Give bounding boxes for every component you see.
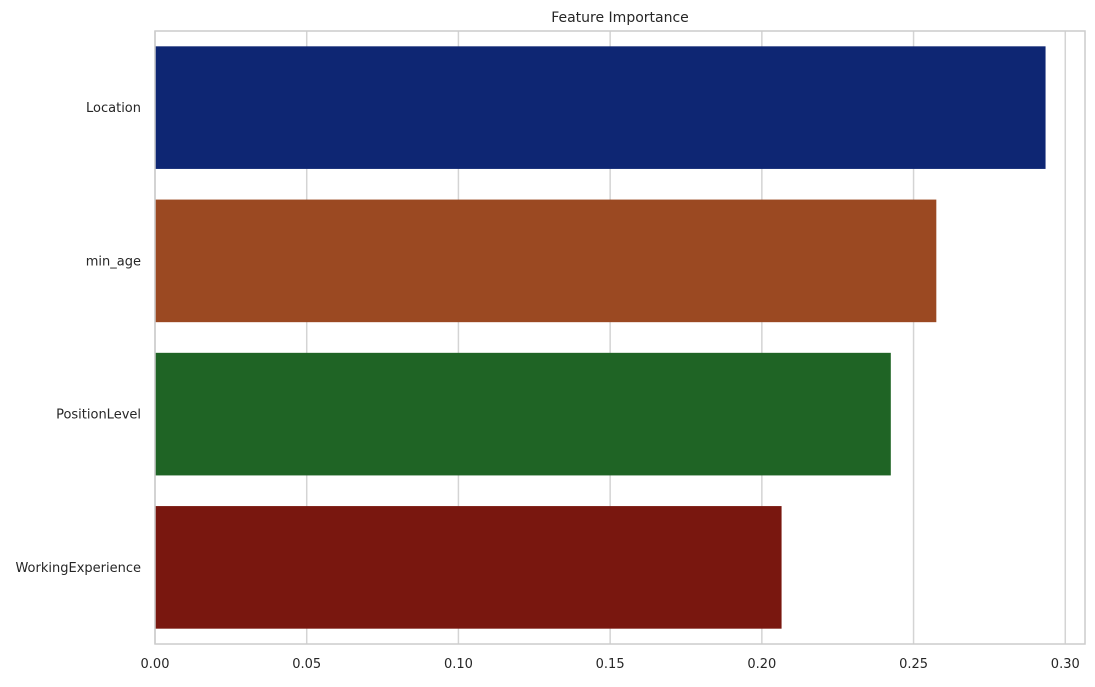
x-tick-label: 0.20 <box>747 657 776 672</box>
plot-frame <box>154 30 1086 645</box>
y-tick-label: min_age <box>86 254 141 269</box>
chart-title: Feature Importance <box>551 10 689 26</box>
bar-workingexperience <box>155 506 782 629</box>
x-tick-label: 0.25 <box>899 657 928 672</box>
bar-min-age <box>155 199 937 323</box>
x-tick-label: 0.30 <box>1051 657 1080 672</box>
bar-location <box>155 46 1046 169</box>
y-tick-label: Location <box>86 101 141 116</box>
x-tick-labels: 0.00 0.05 0.10 0.15 0.20 0.25 0.30 <box>141 657 1080 672</box>
y-tick-label: PositionLevel <box>56 408 141 423</box>
y-tick-label: WorkingExperience <box>15 561 141 576</box>
x-tick-label: 0.05 <box>292 657 321 672</box>
x-tick-label: 0.15 <box>596 657 625 672</box>
x-tick-label: 0.00 <box>141 657 170 672</box>
y-tick-labels: Location min_age PositionLevel WorkingExper… <box>15 101 141 576</box>
bar-positionlevel <box>155 352 891 476</box>
x-tick-label: 0.10 <box>444 657 473 672</box>
bar-layer <box>155 46 1046 629</box>
